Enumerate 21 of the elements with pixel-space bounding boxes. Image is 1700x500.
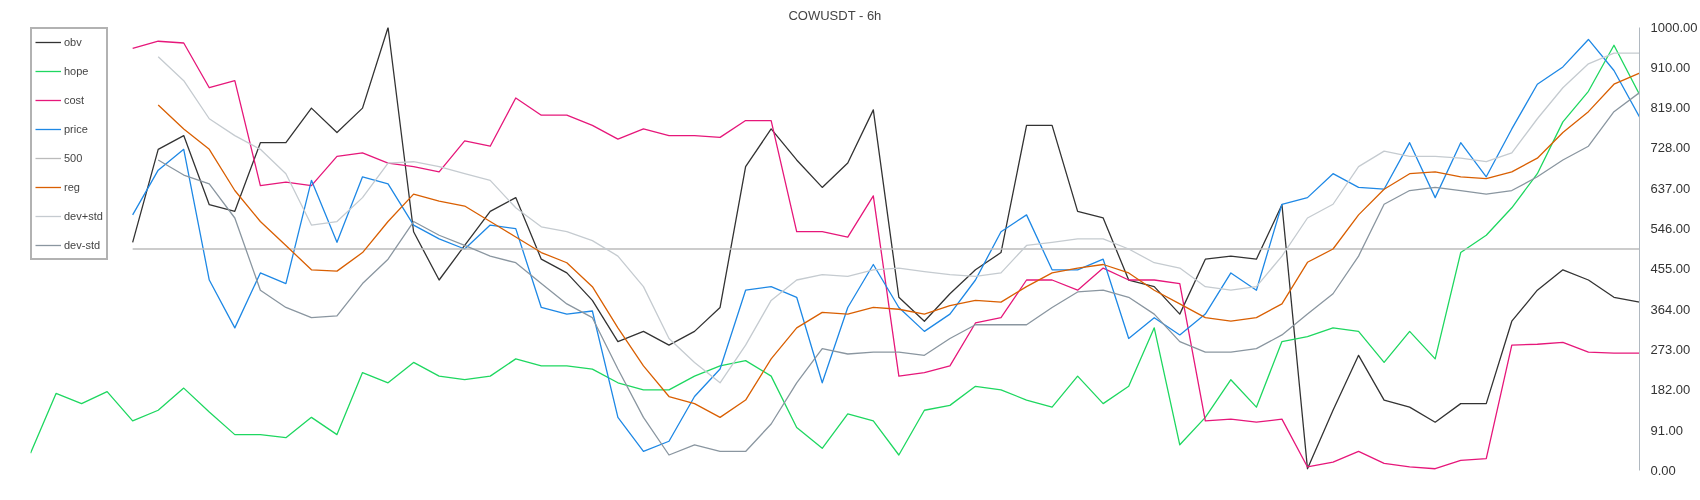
y-tick-label: 273.00: [1650, 342, 1691, 358]
y-tick-label: 91.00: [1650, 422, 1684, 438]
y-tick-label: 910.00: [1650, 59, 1691, 75]
legend-label: dev+std: [64, 210, 103, 222]
chart-title: COWUSDT - 6h: [788, 7, 882, 23]
legend-label: price: [64, 123, 88, 135]
legend-label: reg: [64, 181, 81, 193]
y-tick-label: 546.00: [1650, 221, 1691, 237]
y-tick-label: 637.00: [1650, 180, 1691, 196]
legend-label: dev-std: [64, 239, 101, 251]
y-tick-label: 819.00: [1650, 100, 1691, 116]
y-tick-label: 0.00: [1650, 463, 1676, 478]
y-tick-label: 728.00: [1650, 140, 1691, 156]
legend-label: 500: [64, 152, 84, 164]
y-tick-label: 455.00: [1650, 261, 1691, 277]
legend-label: cost: [64, 94, 85, 106]
legend-label: obv: [64, 36, 83, 48]
y-tick-label: 182.00: [1650, 382, 1691, 398]
y-tick-label: 1000.00: [1650, 20, 1698, 35]
y-tick-label: 364.00: [1650, 301, 1691, 317]
legend-label: hope: [64, 65, 89, 77]
